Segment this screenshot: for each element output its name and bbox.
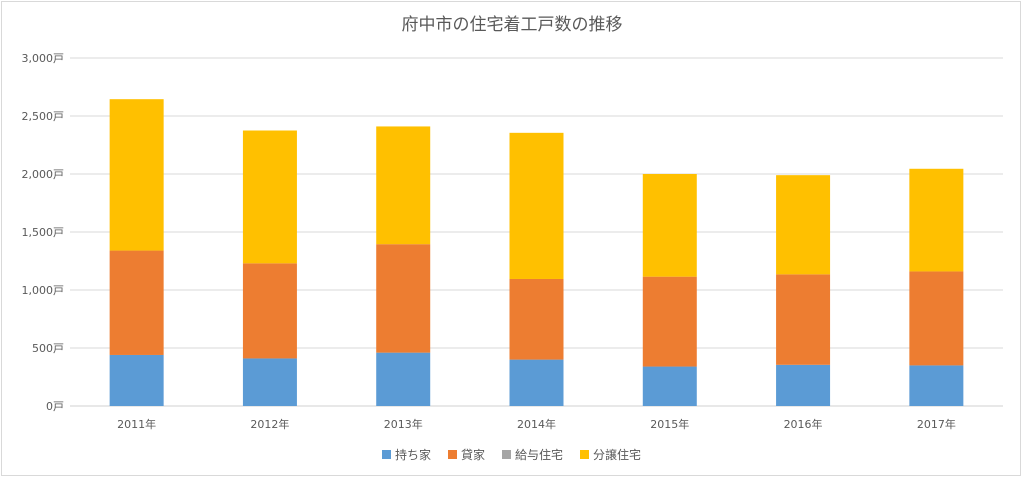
bar-segment xyxy=(642,366,697,406)
bar-segment xyxy=(776,274,831,365)
bar-segment xyxy=(509,132,564,279)
x-tick-label: 2014年 xyxy=(517,417,556,431)
y-tick-label: 1,000戸 xyxy=(22,284,65,297)
chart-title: 府中市の住宅着工戸数の推移 xyxy=(402,15,623,35)
y-tick-label: 0戸 xyxy=(46,400,64,413)
legend-swatch xyxy=(580,450,589,459)
bar-segment xyxy=(909,168,964,272)
legend-swatch xyxy=(448,450,457,459)
legend: 持ち家 貸家 給与住宅 分譲住宅 xyxy=(382,447,641,462)
bar-segment xyxy=(242,130,297,264)
bar-segment xyxy=(376,126,431,245)
bars xyxy=(109,99,964,406)
y-tick-label: 3,000戸 xyxy=(22,52,65,65)
y-axis-ticks: 0戸 500戸 1,000戸 1,500戸 2,000戸 2,500戸 3,000戸 xyxy=(22,52,65,413)
x-axis-ticks: 2011年 2012年 2013年 2014年 2015年 2016年 2017年 xyxy=(117,417,956,431)
legend-label: 持ち家 xyxy=(395,447,431,462)
bar-segment xyxy=(242,358,297,406)
bar-segment xyxy=(642,174,697,277)
legend-label: 貸家 xyxy=(461,447,485,462)
bar-segment xyxy=(376,244,431,353)
y-tick-label: 2,500戸 xyxy=(22,110,65,123)
bar-segment xyxy=(109,250,164,355)
y-tick-label: 1,500戸 xyxy=(22,226,65,239)
x-tick-label: 2016年 xyxy=(784,417,823,431)
legend-swatch xyxy=(502,450,511,459)
x-tick-label: 2015年 xyxy=(650,417,689,431)
bar-segment xyxy=(642,276,697,367)
bar-segment xyxy=(376,352,431,406)
bar-segment xyxy=(109,354,164,406)
grid-lines xyxy=(70,57,1003,407)
bar-segment xyxy=(242,263,297,359)
x-tick-label: 2017年 xyxy=(917,417,956,431)
bar-segment xyxy=(909,271,964,366)
bar-segment xyxy=(776,364,831,406)
y-tick-label: 500戸 xyxy=(32,342,64,355)
legend-swatch xyxy=(382,450,391,459)
bar-segment xyxy=(776,175,831,275)
bar-segment xyxy=(509,359,564,406)
x-tick-label: 2011年 xyxy=(117,417,156,431)
y-tick-label: 2,000戸 xyxy=(22,168,65,181)
x-tick-label: 2013年 xyxy=(384,417,423,431)
bar-segment xyxy=(109,99,164,251)
bar-segment xyxy=(509,278,564,360)
legend-label: 分譲住宅 xyxy=(593,447,641,462)
x-tick-label: 2012年 xyxy=(250,417,289,431)
bar-segment xyxy=(909,365,964,406)
legend-label: 給与住宅 xyxy=(515,447,563,462)
